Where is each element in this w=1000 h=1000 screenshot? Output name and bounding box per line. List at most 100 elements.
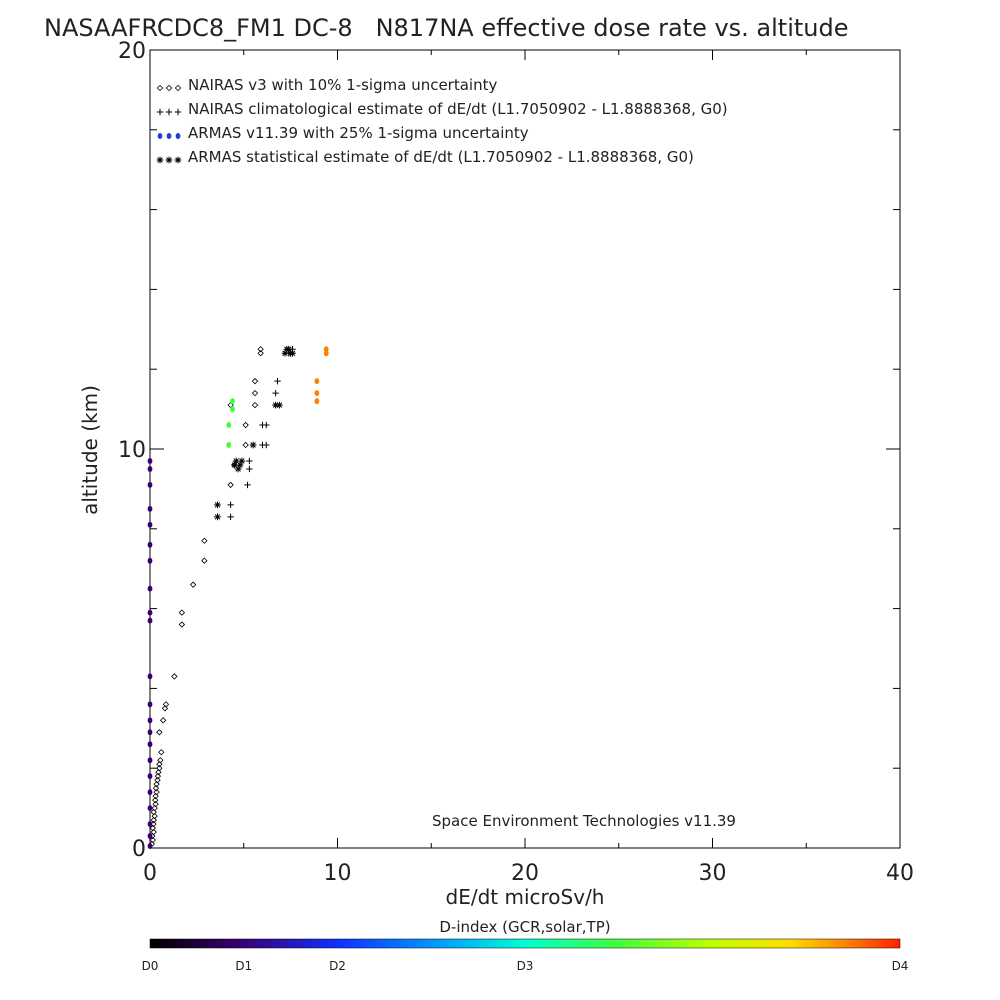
plus-point [244,481,251,489]
legend-marker-dot [157,133,163,139]
plus-point [246,457,253,465]
dot-point [147,843,153,850]
diamond-point [257,346,264,353]
series-asterisk [214,345,296,521]
colorbar-label: D1 [235,959,252,973]
colorbar-label: D2 [329,959,346,973]
legend-label: ARMAS statistical estimate of dE/dt (L1.… [188,148,694,166]
dot-point [147,585,153,592]
series-plus [227,346,296,521]
diamond-point [151,804,158,812]
dot-point [147,457,153,464]
colorbar-title: D-index (GCR,solar,TP) [439,918,610,936]
plus-point [272,389,279,397]
legend-marker-diamond [156,84,164,92]
diamond-point [153,788,160,796]
diamond-point [156,765,163,772]
dot-point [226,422,232,429]
diamond-point [227,481,234,489]
diamond-point [171,673,178,680]
asterisk-point [234,465,242,473]
series-layer [147,345,329,850]
dot-point [314,378,320,385]
diamond-point [201,537,208,544]
dot-point [147,757,153,764]
y-axis-label: altitude (km) [78,385,102,515]
diamond-point [155,769,162,776]
legend-marker-plus [174,108,182,116]
dot-point [147,521,153,528]
legend-marker-asterisk [156,156,164,164]
legend-marker-dot [166,133,172,139]
x-tick-label: 20 [511,861,539,886]
diamond-point [150,808,157,816]
diamond-point [242,421,249,429]
asterisk-point [230,461,238,469]
dot-point [147,541,153,548]
diamond-point [201,557,208,564]
diamond-point [157,757,164,764]
axes [149,49,901,849]
asterisk-point [289,349,296,357]
dot-point [147,481,153,488]
diamond-point [251,401,259,409]
plot-frame [149,49,901,849]
diamond-point [251,389,259,397]
dot-point [147,505,153,512]
dot-point [226,442,232,449]
legend-marker-plus [165,108,173,116]
legend: NAIRAS v3 with 10% 1-sigma uncertainty NA… [156,76,728,166]
dot-point [147,673,153,680]
asterisk-point [236,461,244,469]
diamond-point [178,609,186,616]
colorbar [149,938,901,949]
asterisk-point [214,501,221,509]
dot-point [323,346,329,353]
diamond-point [154,773,162,780]
legend-marker-diamond [165,84,173,92]
plus-point [274,377,281,385]
dot-point [147,821,153,828]
dot-point [147,465,153,472]
colorbar-label: D4 [892,959,909,973]
legend-marker-dot [175,133,181,139]
series-dot [147,346,329,850]
legend-marker-asterisk [174,156,182,164]
dot-point [147,833,153,840]
diamond-point [153,780,160,788]
plus-point [263,421,270,429]
dot-point [314,390,320,397]
x-tick-label: 40 [886,861,914,886]
asterisk-point [214,513,221,521]
plus-point [227,501,234,509]
diamond-point [189,581,197,588]
plus-point [246,465,253,473]
diamond-point [151,812,158,820]
legend-marker-diamond [174,84,182,92]
asterisk-point [232,457,240,465]
diamond-point [152,784,160,792]
dot-point [147,701,153,708]
dot-point [230,398,235,405]
legend-label: NAIRAS v3 with 10% 1-sigma uncertainty [188,76,497,94]
y-tick-label: 10 [118,438,146,463]
dot-point [147,789,153,796]
dot-point [147,773,153,780]
diamond-point [152,792,159,800]
diamond-point [158,749,165,756]
asterisk-point [238,457,246,465]
diamond-point [156,761,163,768]
dot-point [147,609,153,616]
asterisk-point [281,349,289,357]
legend-label: ARMAS v11.39 with 25% 1-sigma uncertaint… [188,124,529,142]
x-axis-label: dE/dt microSv/h [446,885,605,909]
diamond-point [159,717,167,724]
plus-point [227,513,234,521]
tick-labels: 0 10 20 30 40 0 10 20 [118,39,914,886]
diamond-point [152,800,159,808]
colorbar-label: D0 [142,959,159,973]
x-tick-label: 10 [324,861,352,886]
colorbar-labels: D0 D1 D2 D3 D4 [142,959,909,973]
legend-marker-plus [156,108,164,116]
